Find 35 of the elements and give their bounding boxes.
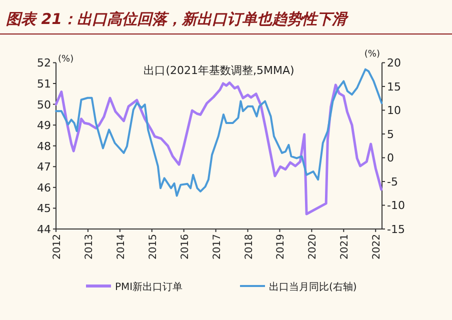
y-axis-title: (%) [58, 54, 74, 65]
x-tick-label: 2022 [372, 234, 383, 260]
y-tick-label: 47 [37, 160, 51, 174]
y2-tick-label: 0 [387, 152, 394, 165]
y-tick-label: 51 [37, 77, 51, 90]
x-tick-label: 2012 [52, 234, 63, 260]
y2-tick-label: 10 [387, 104, 401, 118]
y2-tick-label: 15 [387, 80, 401, 94]
y2-tick-label: -15 [387, 223, 405, 236]
y-tick-label: 52 [37, 56, 51, 70]
x-tick-label: 2021 [340, 234, 351, 260]
legend-label: PMI新出口订单 [115, 281, 183, 293]
y-tick-label: 46 [37, 181, 51, 194]
y-tick-label: 44 [37, 223, 51, 236]
y2-tick-label: 5 [387, 128, 394, 141]
y-tick-label: 49 [37, 119, 51, 132]
chart-title: 图表 21：出口高位回落，新出口订单也趋势性下滑 [6, 10, 350, 28]
y2-tick-label: -5 [387, 175, 398, 188]
y2-tick-label: -10 [387, 199, 405, 212]
legend-label: 出口当月同比(右轴) [269, 281, 357, 293]
y2-tick-label: 20 [387, 56, 401, 70]
chart-subtitle: 出口(2021年基数调整,5MMA) [144, 64, 294, 77]
y-tick-label: 45 [37, 202, 51, 216]
x-tick-label: 2018 [244, 234, 255, 260]
x-tick-label: 2020 [308, 234, 319, 260]
x-tick-label: 2016 [180, 234, 191, 260]
x-tick-label: 2014 [116, 234, 127, 260]
x-tick-label: 2019 [276, 234, 287, 260]
y-tick-label: 50 [37, 98, 51, 112]
y2-axis-title: (%) [364, 50, 380, 60]
x-tick-label: 2013 [84, 234, 95, 260]
x-tick-label: 2015 [148, 234, 159, 260]
line-series [54, 81, 383, 216]
x-tick-label: 2017 [212, 234, 223, 260]
y-tick-label: 48 [37, 140, 51, 153]
